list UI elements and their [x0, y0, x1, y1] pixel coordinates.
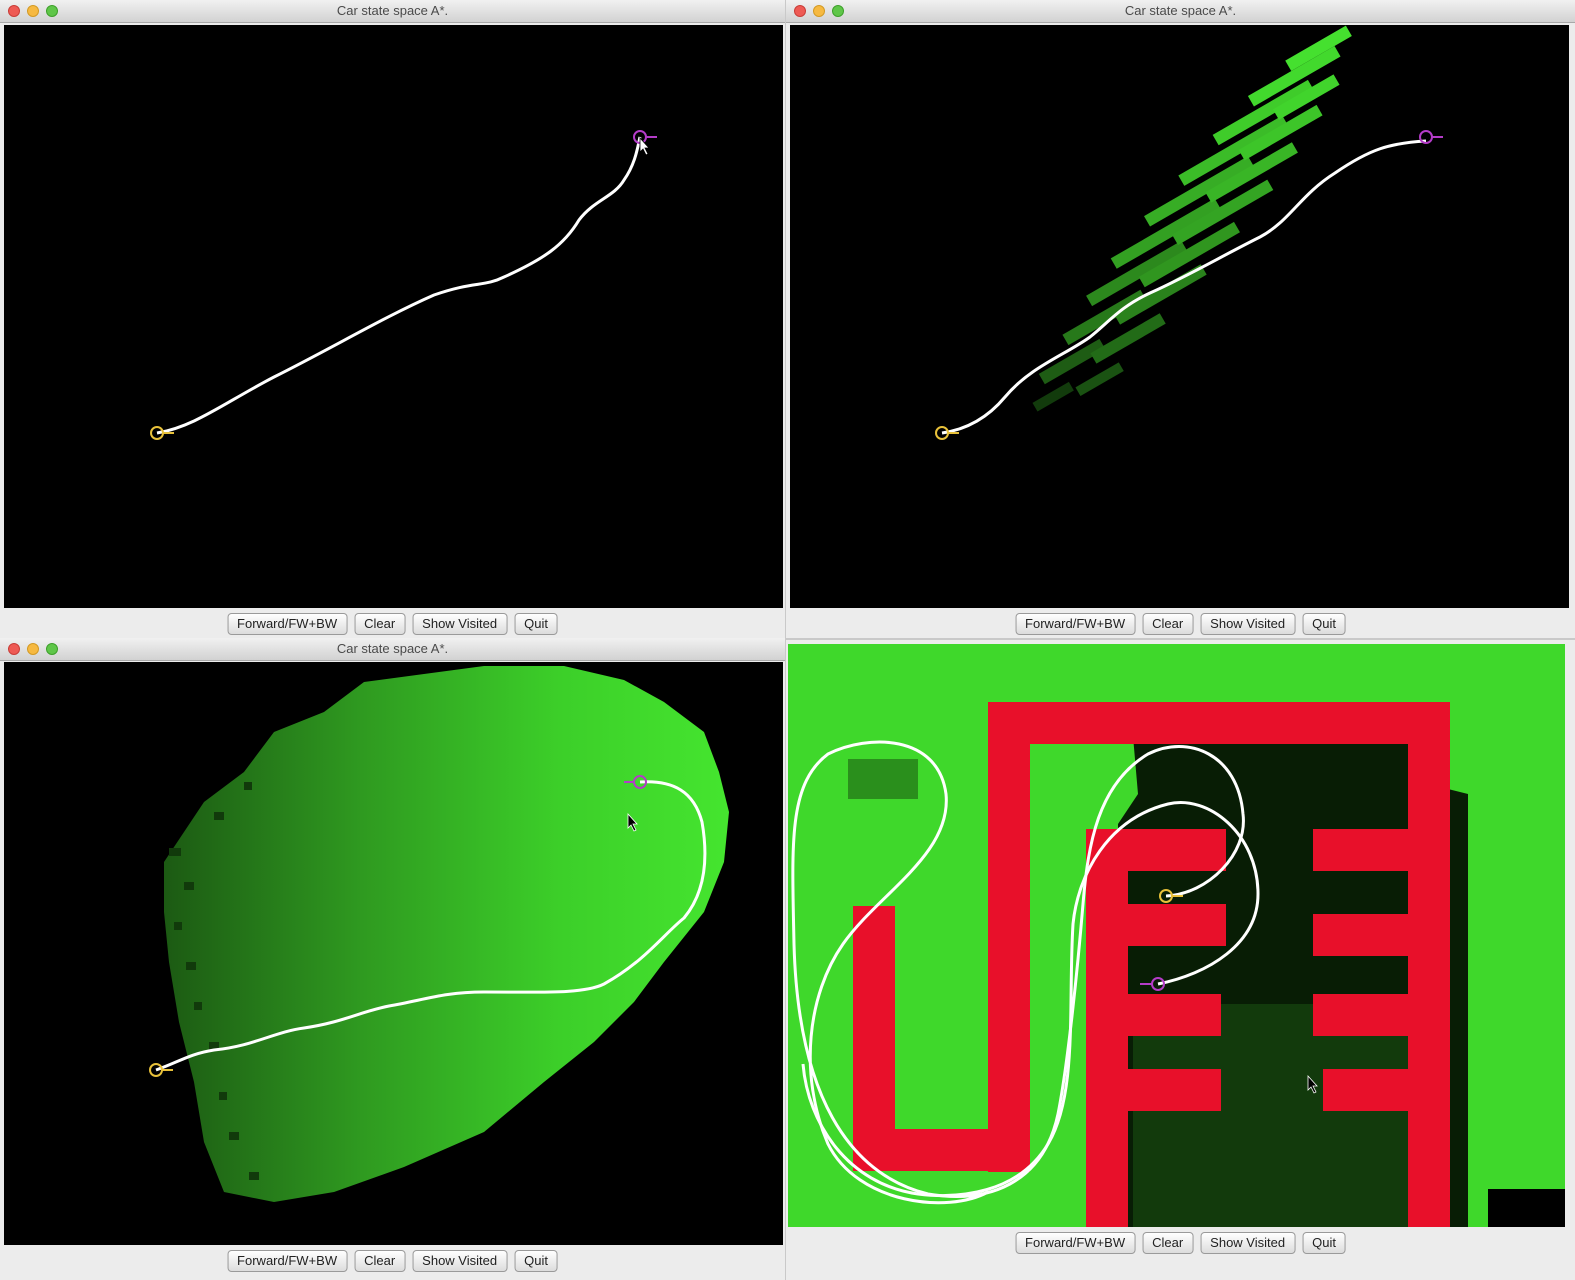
clear-button[interactable]: Clear	[354, 613, 406, 635]
path-line	[156, 136, 642, 435]
close-icon[interactable]	[794, 5, 806, 17]
minimize-icon[interactable]	[27, 643, 39, 655]
show-visited-button[interactable]: Show Visited	[1200, 613, 1296, 635]
clear-button[interactable]: Clear	[1142, 613, 1194, 635]
goal-marker-icon	[633, 130, 657, 144]
visited-cells	[1032, 25, 1352, 412]
search-canvas[interactable]	[790, 25, 1569, 608]
start-marker-icon	[935, 426, 959, 440]
clear-button[interactable]: Clear	[354, 1250, 406, 1272]
title-bar[interactable]: Car state space A*.	[786, 0, 1575, 23]
forward-fwbw-button[interactable]: Forward/FW+BW	[227, 613, 348, 635]
zoom-icon[interactable]	[832, 5, 844, 17]
window-top-right: Car state space A*.	[786, 0, 1575, 638]
window-bottom-left: Car state space A*.	[0, 638, 785, 1280]
mouse-cursor-icon	[627, 812, 638, 832]
quit-button[interactable]: Quit	[514, 1250, 558, 1272]
goal-marker-icon	[1140, 977, 1165, 991]
start-marker-icon	[1159, 889, 1183, 903]
button-bar: Forward/FW+BW Clear Show Visited Quit	[786, 1227, 1575, 1261]
visited-fringe	[169, 782, 259, 1180]
quit-button[interactable]: Quit	[1302, 613, 1346, 635]
zoom-icon[interactable]	[46, 5, 58, 17]
path-line	[941, 139, 1427, 435]
quit-button[interactable]: Quit	[1302, 1232, 1346, 1254]
search-canvas[interactable]	[788, 644, 1565, 1227]
start-marker-icon	[149, 1063, 173, 1077]
window-bottom-right: Forward/FW+BW Clear Show Visited Quit	[786, 640, 1575, 1280]
window-title: Car state space A*.	[336, 3, 449, 18]
show-visited-button[interactable]: Show Visited	[412, 613, 508, 635]
path-line	[791, 740, 1245, 1205]
close-icon[interactable]	[8, 5, 20, 17]
obstacles	[853, 702, 1450, 1227]
title-bar[interactable]: Car state space A*.	[0, 638, 785, 661]
forward-fwbw-button[interactable]: Forward/FW+BW	[227, 1250, 348, 1272]
forward-fwbw-button[interactable]: Forward/FW+BW	[1015, 1232, 1136, 1254]
close-icon[interactable]	[8, 643, 20, 655]
button-bar: Forward/FW+BW Clear Show Visited Quit	[0, 1245, 785, 1279]
zoom-icon[interactable]	[46, 643, 58, 655]
minimize-icon[interactable]	[813, 5, 825, 17]
window-top-left: Car state space A*. Forward/FW+BW Clear …	[0, 0, 785, 638]
button-bar: Forward/FW+BW Clear Show Visited Quit	[0, 608, 785, 638]
clear-button[interactable]: Clear	[1142, 1232, 1194, 1254]
show-visited-button[interactable]: Show Visited	[412, 1250, 508, 1272]
window-title: Car state space A*.	[336, 641, 449, 656]
start-marker-icon	[150, 426, 174, 440]
visited-region	[164, 666, 729, 1202]
path-line-secondary	[801, 801, 1260, 1197]
button-bar: Forward/FW+BW Clear Show Visited Quit	[786, 608, 1575, 638]
search-canvas[interactable]	[4, 662, 783, 1245]
mouse-cursor-icon	[1307, 1074, 1318, 1094]
mouse-cursor-icon	[639, 136, 650, 156]
window-title: Car state space A*.	[1124, 3, 1237, 18]
path-line	[155, 780, 707, 1072]
title-bar[interactable]: Car state space A*.	[0, 0, 785, 23]
search-canvas[interactable]	[4, 25, 783, 608]
goal-marker-icon	[1419, 130, 1443, 144]
forward-fwbw-button[interactable]: Forward/FW+BW	[1015, 613, 1136, 635]
show-visited-button[interactable]: Show Visited	[1200, 1232, 1296, 1254]
minimize-icon[interactable]	[27, 5, 39, 17]
goal-marker-icon	[624, 775, 647, 789]
quit-button[interactable]: Quit	[514, 613, 558, 635]
